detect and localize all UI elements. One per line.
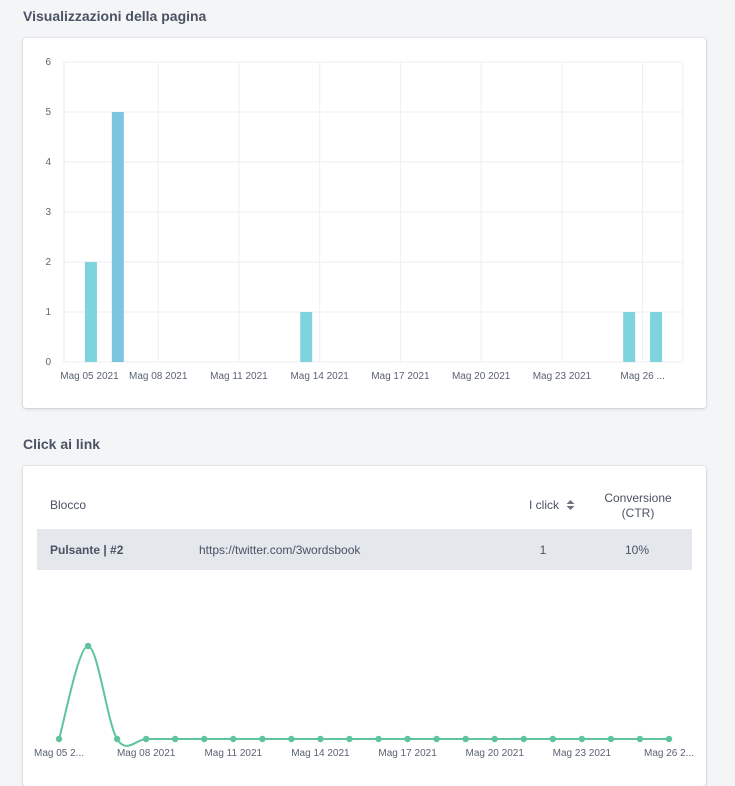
x-tick-label: Mag 05 2021	[60, 371, 119, 382]
x-tick-label: Mag 20 2021	[466, 748, 525, 759]
y-tick-label: 6	[45, 57, 51, 68]
clicks-card: Blocco I click Conversione (CTR) Pulsant…	[23, 466, 706, 786]
col-header-conversion-line1: Conversione	[604, 491, 672, 505]
x-tick-label: Mag 26 ...	[620, 371, 664, 382]
x-tick-label: Mag 26 2...	[644, 748, 694, 759]
views-bar-chart: 0 1 2 3 4 5 6 Mag 05 2021 Mag 08 2021 Mag 11 2021…	[45, 57, 684, 382]
data-point	[142, 735, 150, 743]
views-section-title: Visualizzazioni della pagina	[23, 8, 207, 24]
data-point	[549, 735, 557, 743]
data-point	[346, 735, 353, 743]
data-point	[317, 735, 324, 743]
y-tick-label: 2	[45, 257, 51, 268]
x-tick-label: Mag 23 2021	[533, 371, 592, 382]
data-point	[404, 735, 411, 743]
y-tick-label: 1	[45, 307, 51, 318]
x-tick-label: Mag 23 2021	[553, 748, 612, 759]
col-header-clicks-sort[interactable]: I click	[529, 498, 575, 512]
row-block-name: Pulsante | #2	[50, 543, 124, 557]
views-chart-card: 0 1 2 3 4 5 6 Mag 05 2021 Mag 08 2021 Mag 11 2021…	[23, 38, 706, 408]
bar	[650, 312, 663, 362]
sort-arrows-icon	[566, 500, 575, 510]
row-ctr: 10%	[624, 543, 650, 557]
x-tick-label: Mag 11 2021	[210, 371, 268, 382]
data-point	[665, 735, 673, 743]
data-point	[578, 735, 586, 743]
data-point	[288, 735, 295, 743]
table-row[interactable]: Pulsante | #2 https://twitter.com/3words…	[37, 529, 692, 570]
col-header-conversion-line2: (CTR)	[621, 506, 655, 520]
x-tick-label: Mag 17 2021	[371, 371, 430, 382]
x-tick-label: Mag 11 2021	[204, 748, 262, 759]
col-header-block: Blocco	[50, 498, 87, 512]
x-tick-label: Mag 14 2021	[291, 748, 350, 759]
data-point	[520, 735, 527, 743]
data-point	[230, 735, 237, 743]
row-url: https://twitter.com/3wordsbook	[199, 543, 361, 557]
data-point	[491, 735, 498, 743]
data-point	[201, 735, 208, 743]
data-point	[84, 642, 92, 650]
data-point	[375, 735, 382, 743]
x-tick-label: Mag 05 2...	[34, 748, 84, 759]
data-point	[259, 735, 266, 743]
x-tick-label: Mag 08 2021	[129, 371, 188, 382]
col-header-clicks-label: I click	[529, 498, 559, 512]
data-point	[607, 735, 615, 743]
bar	[84, 262, 97, 362]
y-tick-label: 4	[45, 157, 51, 168]
clicks-section-title: Click ai link	[23, 436, 101, 452]
data-point	[636, 735, 644, 743]
y-tick-label: 0	[45, 357, 51, 368]
x-tick-label: Mag 14 2021	[290, 371, 349, 382]
x-tick-label: Mag 20 2021	[452, 371, 511, 382]
bar	[300, 312, 313, 362]
data-point	[55, 735, 63, 743]
bar	[623, 312, 636, 362]
clicks-line-chart: Mag 05 2... Mag 08 2021 Mag 11 2021 Mag 14 …	[34, 642, 694, 759]
data-point	[433, 735, 440, 743]
y-tick-label: 3	[45, 207, 51, 218]
row-clicks: 1	[539, 543, 547, 557]
col-header-conversion: Conversione (CTR)	[588, 491, 688, 521]
y-tick-label: 5	[45, 107, 51, 118]
x-tick-label: Mag 08 2021	[117, 748, 176, 759]
x-tick-label: Mag 17 2021	[378, 748, 437, 759]
series-line	[58, 644, 669, 747]
data-point	[462, 735, 469, 743]
data-point	[171, 735, 179, 743]
data-point	[113, 735, 121, 743]
bar	[111, 112, 124, 362]
